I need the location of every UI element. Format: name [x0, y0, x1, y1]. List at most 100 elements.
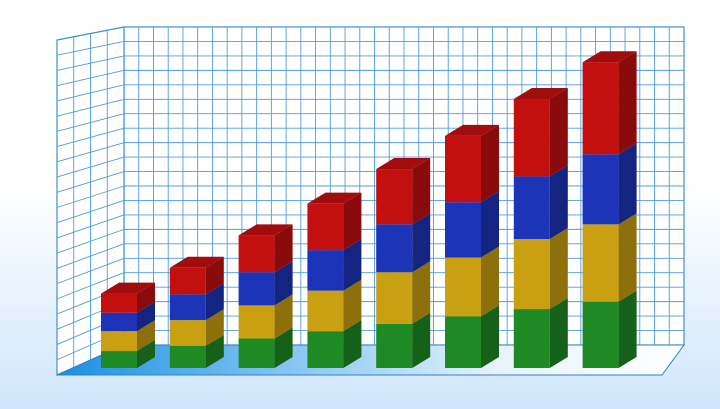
bar-segment-front [445, 135, 481, 203]
bar-stack [582, 51, 637, 368]
bar-segment [582, 143, 637, 225]
bar-segment-side [205, 283, 224, 321]
bar-segment-side [205, 309, 224, 346]
bar-segment-front [513, 239, 550, 310]
bar-segment-front [101, 331, 137, 352]
bar-segment [238, 224, 293, 273]
bar-segment-side [343, 239, 362, 291]
bar-segment [513, 88, 568, 177]
bar-segment-front [582, 154, 619, 225]
bar-segment [513, 228, 568, 310]
bar-segment-side [137, 320, 155, 352]
bar-segment-front [169, 320, 206, 346]
bar-segment-front [238, 338, 275, 368]
bar-segment-side [481, 246, 499, 317]
bar-segment [101, 340, 155, 368]
bar-segment-side [205, 256, 224, 295]
bar-segment-front [307, 331, 344, 368]
bar-segment-front [376, 224, 413, 273]
bar-top [513, 88, 568, 100]
bar-segment-front [238, 272, 275, 306]
bar-segment-front [238, 235, 275, 273]
bar-segment-side [549, 228, 568, 310]
bar-segment-side [549, 88, 568, 177]
bar-top [307, 192, 362, 204]
bar-segment [445, 305, 499, 368]
bar-segment-side [274, 327, 293, 368]
bar-segment [238, 327, 293, 368]
bar-segment-front [445, 257, 481, 317]
bar-stack [169, 256, 224, 368]
bar-segment [307, 279, 362, 332]
bar-segment-front [376, 272, 413, 324]
bar-segment-side [549, 298, 568, 368]
bar-stacks [101, 51, 637, 368]
bar-segment [101, 282, 155, 313]
bar-segment-front [513, 99, 550, 177]
bar-segment-side [205, 334, 224, 368]
bar-segment [376, 312, 431, 368]
bar-segment [513, 165, 568, 240]
bar-segment-side [137, 282, 155, 313]
bar-segment-side [412, 261, 431, 324]
bar-segment [169, 256, 224, 295]
bar-segment [238, 261, 293, 306]
bar-segment [307, 192, 362, 251]
bar-segment-front [376, 323, 413, 368]
bar-segment-side [343, 279, 362, 332]
bar-segment [376, 158, 431, 225]
bar-segment-side [481, 191, 499, 258]
bar-segment-front [513, 176, 550, 240]
bar-segment [101, 301, 155, 332]
bar-segment-side [343, 192, 362, 251]
bar-segment-side [412, 213, 431, 273]
bar-segment [307, 320, 362, 368]
bar-segment-front [445, 202, 481, 258]
bar-segment [307, 239, 362, 291]
bar-top [101, 282, 155, 294]
bar-segment-front [582, 301, 619, 368]
bar-segment-side [618, 143, 637, 225]
bar-segment-front [513, 309, 550, 368]
bar-segment-front [582, 224, 619, 302]
bar-segment-side [618, 213, 637, 302]
bar-segment-front [582, 62, 619, 155]
bar-segment [376, 261, 431, 324]
bar-segment-side [412, 312, 431, 368]
bar-segment [582, 290, 637, 368]
bar-segment-front [169, 294, 206, 321]
bar-segment-front [238, 305, 275, 339]
bar-segment [582, 51, 637, 155]
bar-segment-front [307, 203, 344, 251]
bar-segment [169, 309, 224, 346]
bar-top [169, 256, 224, 268]
bar-segment-front [101, 312, 137, 332]
bar-segment-front [101, 351, 137, 368]
bar-segment-front [169, 267, 206, 295]
bar-segment [376, 213, 431, 273]
bar-stack [307, 192, 362, 368]
bar-segment-side [274, 261, 293, 306]
bar-segment-side [481, 305, 499, 368]
bar-segment [513, 298, 568, 368]
bar-segment-front [101, 293, 137, 313]
bar-segment [445, 246, 499, 317]
bar-segment-side [549, 165, 568, 240]
bar-segment-front [307, 290, 344, 332]
bar-segment [582, 213, 637, 302]
bar-segment [445, 124, 499, 203]
bar-segment [238, 294, 293, 339]
bar-segment-side [343, 320, 362, 368]
bar-top [376, 158, 431, 170]
bar-segment-front [169, 345, 206, 368]
bar-segment [169, 283, 224, 321]
bar-segment-side [618, 290, 637, 368]
bar-stack [376, 158, 431, 368]
bar-segment [101, 320, 155, 352]
bar-top [582, 51, 637, 63]
bar-segment-side [137, 340, 155, 368]
bar-stack [445, 124, 499, 368]
bar-segment-side [137, 301, 155, 332]
bar-stack [101, 282, 155, 368]
